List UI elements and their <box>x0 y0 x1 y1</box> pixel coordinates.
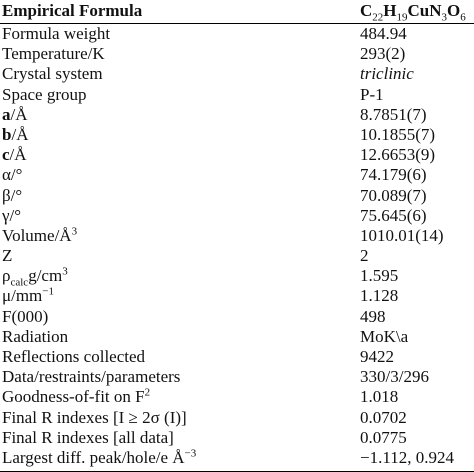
label-cell: α/° <box>2 165 23 185</box>
table-row: Volume/Å3 1010.01(14) <box>0 226 474 246</box>
label-cell: Radiation <box>2 326 69 346</box>
text-segment: 22 <box>372 11 384 23</box>
value-cell: 70.089(7) <box>360 185 427 205</box>
table-row: Largest diff. peak/hole/e Å−3 −1.112, 0.9… <box>0 448 474 468</box>
text-segment: μ/mm <box>2 286 43 306</box>
label-cell: Reflections collected <box>2 347 146 366</box>
value-cell: 2 <box>360 246 369 266</box>
text-segment: Volume/Å <box>2 225 72 245</box>
value-cell: −1.112, 0.924 <box>360 447 454 467</box>
text-segment: −3 <box>184 447 197 460</box>
table-row: Radiation MoK\a <box>0 327 474 347</box>
value-cell: 8.7851(7) <box>360 104 427 124</box>
table-row: Reflections collected 9422 <box>0 347 474 367</box>
label-cell: F(000) <box>2 306 49 326</box>
label-cell: Final R indexes [all data] <box>2 427 174 447</box>
table-row: Goodness-of-fit on F2 1.018 <box>0 387 474 407</box>
value-cell: 10.1855(7) <box>360 124 436 144</box>
table-row: Temperature/K 293(2) <box>0 44 474 64</box>
value-cell: 1010.01(14) <box>360 225 444 245</box>
text-segment: triclinic <box>360 64 414 84</box>
text-segment: H <box>383 1 397 20</box>
table-row: Final R indexes [I ≥ 2σ (I)] 0.0702 <box>0 408 474 428</box>
value-cell: 0.0775 <box>360 427 407 447</box>
value-cell: MoK\a <box>360 326 409 346</box>
text-segment: 3 <box>441 11 448 23</box>
value-cell: 293(2) <box>360 44 406 64</box>
text-segment: 19 <box>396 11 408 23</box>
label-cell: Final R indexes [I ≥ 2σ (I)] <box>2 407 187 427</box>
table-row: μ/mm−1 1.128 <box>0 286 474 306</box>
label-cell: Crystal system <box>2 64 103 84</box>
table-row: β/° 70.089(7) <box>0 186 474 206</box>
label-cell: Space group <box>2 84 87 104</box>
value-cell: 1.595 <box>360 266 399 286</box>
table-row: α/° 74.179(6) <box>0 165 474 185</box>
text-segment: /Å <box>11 124 29 144</box>
label-cell: β/° <box>2 185 23 205</box>
value-cell: 1.018 <box>360 387 399 407</box>
value-cell: 0.0702 <box>360 407 407 427</box>
text-segment: 3 <box>62 266 68 278</box>
label-cell: b/Å <box>0 125 360 145</box>
label-cell: a/Å <box>0 105 360 125</box>
text-segment: 3 <box>71 225 78 238</box>
label-cell: μ/mm−1 <box>0 286 360 306</box>
text-segment: g/cm <box>28 266 63 286</box>
text-segment: O <box>447 1 461 20</box>
table-row: Final R indexes [all data] 0.0775 <box>0 428 474 448</box>
text-segment: calc <box>10 276 29 287</box>
text-segment: b <box>2 124 12 144</box>
text-segment: Largest diff. peak/hole/e Å <box>2 447 185 467</box>
table-row: γ/° 75.645(6) <box>0 206 474 226</box>
value-cell: 12.6653(9) <box>360 145 436 165</box>
label-cell: Temperature/K <box>2 44 105 64</box>
table-row: a/Å 8.7851(7) <box>0 105 474 125</box>
label-cell: Formula weight <box>2 24 111 43</box>
label-cell: Volume/Å3 <box>0 226 360 246</box>
value-cell: 330/3/296 <box>360 367 429 387</box>
table-row: F(000) 498 <box>0 307 474 327</box>
table-row: Formula weight 484.94 <box>0 24 474 44</box>
value-cell: 74.179(6) <box>360 165 427 185</box>
text-segment: ρ <box>2 266 11 286</box>
label-cell: γ/° <box>2 205 22 225</box>
label-cell: Data/restraints/parameters <box>2 367 181 387</box>
table-row: Space group P-1 <box>0 85 474 105</box>
label-cell: Largest diff. peak/hole/e Å−3 <box>0 448 360 468</box>
text-segment: C <box>360 1 373 20</box>
table-row: c/Å 12.6653(9) <box>0 145 474 165</box>
value-cell: 484.94 <box>360 24 407 43</box>
value-cell: P-1 <box>360 84 384 104</box>
table-row: Crystal system triclinic <box>0 64 474 84</box>
table-row: Data/restraints/parameters 330/3/296 <box>0 367 474 387</box>
header-row: Empirical Formula C22H19CuN3O6 <box>0 0 474 24</box>
value-cell: 9422 <box>360 347 394 366</box>
text-segment: a <box>2 104 11 124</box>
table-row: b/Å 10.1855(7) <box>0 125 474 145</box>
value-cell: 75.645(6) <box>360 205 427 225</box>
label-cell: c/Å <box>0 145 360 165</box>
text-segment: CuN <box>407 1 442 20</box>
text-segment: c <box>2 145 10 165</box>
value-cell: 1.128 <box>360 286 399 306</box>
value-cell: triclinic <box>360 64 474 84</box>
text-segment: 6 <box>460 11 466 23</box>
text-segment: Goodness-of-fit on F <box>2 387 145 407</box>
table-row: ρcalcg/cm3 1.595 <box>0 266 474 286</box>
label-cell: ρcalcg/cm3 <box>0 266 360 286</box>
label-cell: Goodness-of-fit on F2 <box>0 387 360 407</box>
text-segment: −1 <box>42 286 55 298</box>
text-segment: /Å <box>10 104 28 124</box>
header-cell: Empirical Formula <box>0 0 360 23</box>
text-segment: /Å <box>9 145 27 165</box>
text-segment: 2 <box>144 387 151 399</box>
value-cell: 498 <box>360 306 386 326</box>
header-cell: C22H19CuN3O6 <box>360 0 474 23</box>
text-segment: Empirical Formula <box>2 1 143 20</box>
label-cell: Z <box>2 246 13 266</box>
